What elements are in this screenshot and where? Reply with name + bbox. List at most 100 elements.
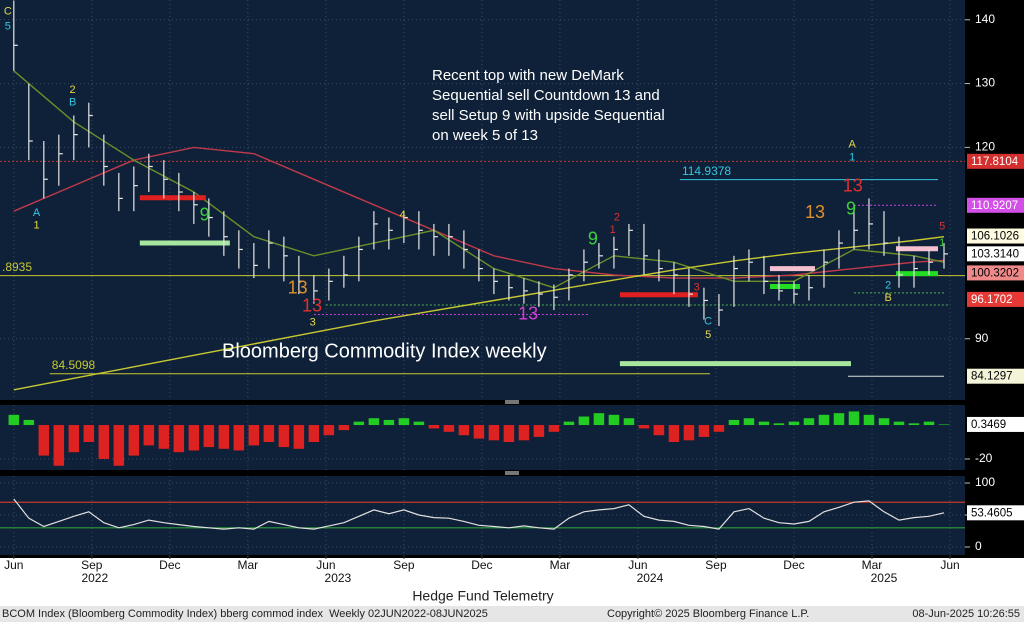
year-label: 2023	[325, 571, 352, 585]
x-tick-label: Jun	[940, 558, 959, 572]
histogram-bar	[698, 425, 710, 437]
sequential-count: 3	[310, 317, 316, 329]
histogram-bar	[548, 425, 560, 432]
histogram-bar	[743, 418, 755, 426]
caption: Hedge Fund Telemetry	[412, 588, 553, 604]
histogram-bar	[38, 425, 50, 456]
histogram-bar	[233, 425, 245, 451]
moving-average	[13, 146, 945, 279]
histogram-bar	[578, 416, 590, 426]
x-tick-label: Dec	[159, 558, 180, 572]
histogram-bar	[503, 425, 515, 442]
sequential-count: C	[4, 5, 12, 17]
sequential-count: 5	[5, 21, 11, 33]
level-label: .8935	[2, 260, 32, 274]
value-box-label: 106.1026	[971, 231, 1019, 243]
histogram-bar	[158, 425, 170, 449]
histogram-bar	[788, 421, 800, 426]
histogram-bar	[113, 425, 125, 466]
histogram-bar	[8, 414, 20, 426]
x-tick-label: Dec	[783, 558, 804, 572]
histogram-bar	[908, 423, 920, 426]
histogram-bar	[938, 424, 950, 426]
value-box	[967, 265, 1024, 281]
sequential-count: 1	[939, 237, 945, 249]
sequential-count: 1	[849, 151, 855, 163]
y-tick-label: 100	[975, 475, 995, 489]
sequential-count: B	[69, 97, 76, 109]
note-line: Sequential sell Countdown 13 and	[432, 87, 660, 104]
sequential-count: 2	[70, 84, 76, 96]
histogram-bar	[668, 425, 680, 442]
footer-bar	[0, 606, 1024, 622]
value-box-label: 84.1297	[971, 371, 1013, 383]
histogram-bar	[263, 425, 275, 442]
y-tick-label: 130	[975, 76, 995, 90]
sequential-count: 13	[805, 202, 825, 222]
histogram-bar	[353, 421, 365, 426]
panel-handle	[505, 471, 519, 475]
histogram-bar	[488, 425, 500, 441]
histogram-bar	[68, 425, 80, 453]
histogram-bar	[623, 418, 635, 426]
histogram-bar	[563, 421, 575, 426]
level-label: 114.9378	[682, 164, 731, 178]
value-box-label: 0.3469	[971, 419, 1006, 431]
x-tick-label: Jun	[628, 558, 647, 572]
histogram-bar	[53, 425, 65, 466]
histogram-bar	[473, 425, 485, 439]
x-tick-label: Mar	[238, 558, 259, 572]
y-tick-label: 120	[975, 140, 995, 154]
sequential-count: C	[704, 315, 712, 327]
histogram-bar	[218, 425, 230, 449]
oscillator-line	[13, 498, 945, 530]
x-tick-label: Sep	[81, 558, 103, 572]
sequential-count: 9	[200, 204, 210, 224]
year-label: 2024	[637, 571, 664, 585]
value-box	[967, 505, 1024, 521]
value-box-label: 96.1702	[971, 294, 1013, 306]
histogram-bar	[803, 418, 815, 426]
value-box-label: 100.3202	[971, 267, 1019, 279]
timestamp: 08-Jun-2025 10:26:55	[912, 608, 1020, 620]
histogram-bar	[83, 425, 95, 442]
level-label: 84.5098	[52, 358, 96, 372]
year-label: 2025	[871, 571, 898, 585]
x-tick-label: Jun	[4, 558, 23, 572]
note-line: sell Setup 9 with upside Sequential	[432, 107, 665, 124]
histogram-bar	[818, 414, 830, 426]
value-box	[967, 368, 1024, 384]
x-tick-label: Sep	[705, 558, 727, 572]
moving-average	[13, 236, 945, 391]
histogram-bar	[128, 425, 140, 456]
histogram-bar	[683, 425, 695, 441]
x-tick-label: Jun	[316, 558, 335, 572]
histogram-bar	[773, 423, 785, 426]
histogram-bar	[758, 421, 770, 426]
histogram-bar	[413, 421, 425, 426]
histogram-bar	[428, 425, 440, 429]
histogram-bar	[458, 425, 470, 436]
histogram-bar	[278, 425, 290, 448]
sequential-count: 13	[843, 176, 863, 196]
value-box	[967, 416, 1024, 432]
value-box	[967, 228, 1024, 244]
histogram-bar	[608, 414, 620, 426]
value-box	[967, 246, 1024, 262]
x-tick-label: Sep	[393, 558, 415, 572]
note-line: on week 5 of 13	[432, 127, 538, 144]
sequential-count: 2	[885, 280, 891, 292]
source: BCOM Index (Bloomberg Commodity Index) b…	[2, 608, 488, 620]
copyright: Copyright© 2025 Bloomberg Finance L.P.	[607, 608, 809, 620]
histogram-bar	[23, 419, 35, 426]
sequential-count: 9	[588, 229, 598, 249]
value-box	[967, 291, 1024, 307]
histogram-bar	[368, 418, 380, 426]
y-tick-label: 140	[975, 12, 995, 26]
sequential-count: 2	[614, 211, 620, 223]
histogram-bar	[143, 425, 155, 446]
y-tick-label: -20	[975, 451, 993, 465]
chart-title: Bloomberg Commodity Index weekly	[222, 340, 547, 362]
